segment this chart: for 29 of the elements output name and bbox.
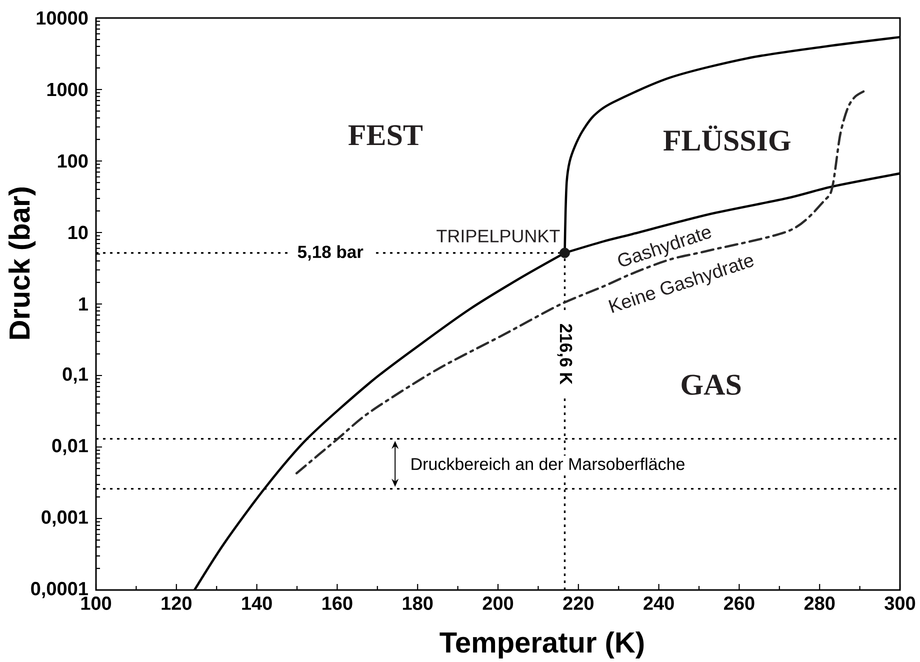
ref-line-label: 5,18 bar — [298, 245, 364, 261]
x-tick-label: 100 — [81, 596, 112, 610]
y-tick-label: 0,1 — [62, 367, 88, 384]
annotation: FLÜSSIG — [663, 125, 791, 151]
annotation: Druckbereich an der Marsoberfläche — [412, 458, 684, 470]
x-tick-label: 300 — [884, 596, 916, 610]
x-tick-label: 200 — [482, 596, 514, 610]
annotation: GAS — [682, 374, 741, 395]
annotation: TRIPELPUNKT — [436, 230, 560, 242]
x-tick-label: 140 — [242, 596, 272, 610]
x-axis-title: Temperatur (K) — [440, 631, 644, 659]
x-tick-label: 240 — [644, 596, 674, 610]
x-tick-label: 160 — [322, 596, 352, 610]
y-tick-label: 10 — [68, 226, 88, 240]
y-tick-label: 1000 — [47, 82, 88, 96]
y-tick-label: 100 — [58, 154, 88, 168]
y-tick-label: 0,001 — [42, 510, 88, 527]
x-tick-label: 220 — [563, 596, 594, 610]
annotation: FEST — [348, 125, 423, 146]
y-tick-label: 0,01 — [52, 438, 88, 456]
y-axis-title: Druck (bar) — [8, 188, 36, 339]
x-tick-label: 180 — [402, 596, 433, 610]
y-tick-label: 0,0001 — [31, 582, 88, 598]
y-tick-label: 10000 — [36, 11, 88, 25]
x-tick-label: 260 — [724, 596, 754, 610]
y-tick-label: 1 — [79, 297, 88, 311]
x-tick-label: 280 — [804, 596, 835, 610]
ref-line-label: 216,6 K — [557, 324, 572, 385]
x-tick-label: 120 — [162, 596, 192, 610]
